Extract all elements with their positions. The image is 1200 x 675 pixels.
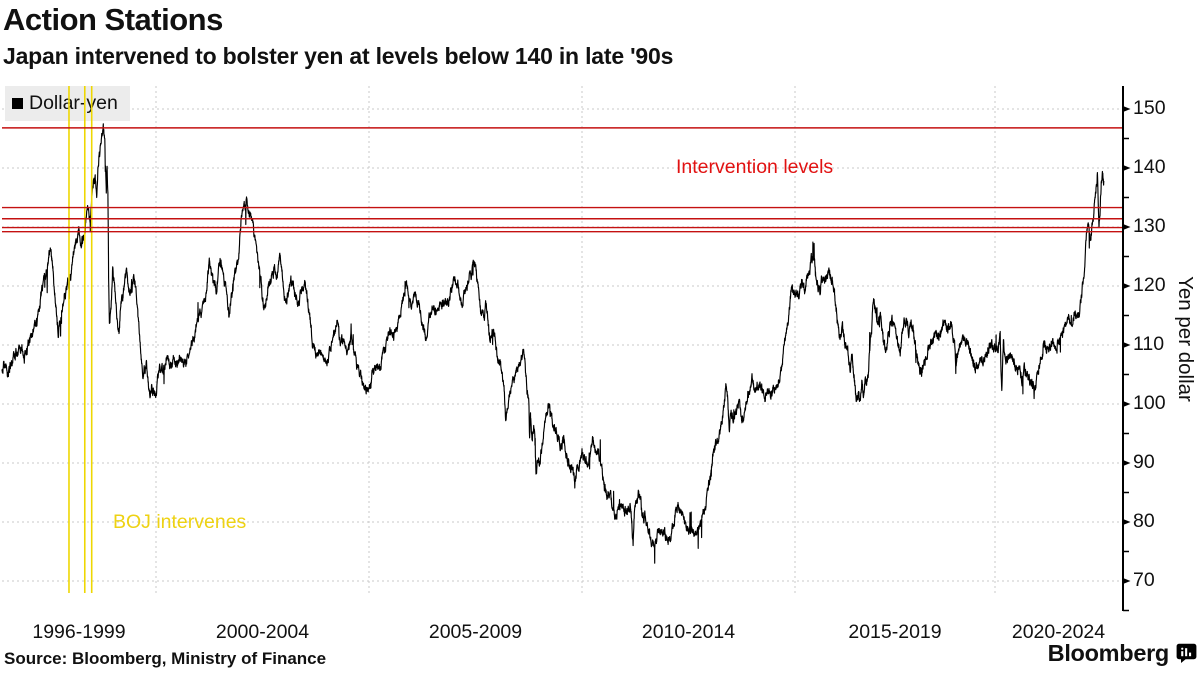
y-major-tick [1122,459,1131,467]
chart-subtitle: Japan intervened to bolster yen at level… [3,43,674,69]
legend-marker-icon [12,98,23,109]
y-tick-label: 80 [1133,510,1155,532]
x-axis-label: 2020-2024 [1011,621,1106,643]
y-major-tick [1122,577,1131,585]
y-tick-label: 150 [1133,97,1166,119]
source-note: Source: Bloomberg, Ministry of Finance [4,649,327,668]
y-axis-title: Yen per dollar [1174,276,1197,402]
x-axis-label: 2015-2019 [848,621,942,643]
y-major-tick [1122,223,1131,231]
bloomberg-logo: Bloomberg [1048,640,1197,667]
x-axis-label: 1996-1999 [32,621,126,643]
bloomberg-terminal-icon [1176,643,1197,663]
y-tick-label: 90 [1133,451,1155,473]
y-tick-label: 110 [1133,333,1165,355]
y-major-tick [1122,164,1131,172]
x-axis-label: 2000-2004 [215,621,310,643]
y-tick-label: 120 [1133,274,1166,296]
y-major-tick [1122,105,1131,113]
boj-intervenes-label: BOJ intervenes [113,511,247,533]
y-major-tick [1122,400,1131,408]
y-tick-label: 130 [1133,215,1166,237]
intervention-levels-label: Intervention levels [676,156,834,178]
legend: Dollar-yen [5,86,130,121]
x-axis-label: 2005-2009 [428,621,523,643]
legend-label: Dollar-yen [29,92,118,114]
x-axis-label: 2010-2014 [641,621,736,643]
y-major-tick [1122,341,1131,349]
dollar-yen-line [1,123,1105,564]
bloomberg-wordmark: Bloomberg [1047,640,1170,666]
y-tick-label: 70 [1133,569,1155,591]
chart-title: Action Stations [3,2,223,37]
y-tick-label: 140 [1133,156,1166,178]
y-tick-label: 100 [1133,392,1166,414]
y-major-tick [1122,518,1131,526]
y-major-tick [1122,282,1131,290]
